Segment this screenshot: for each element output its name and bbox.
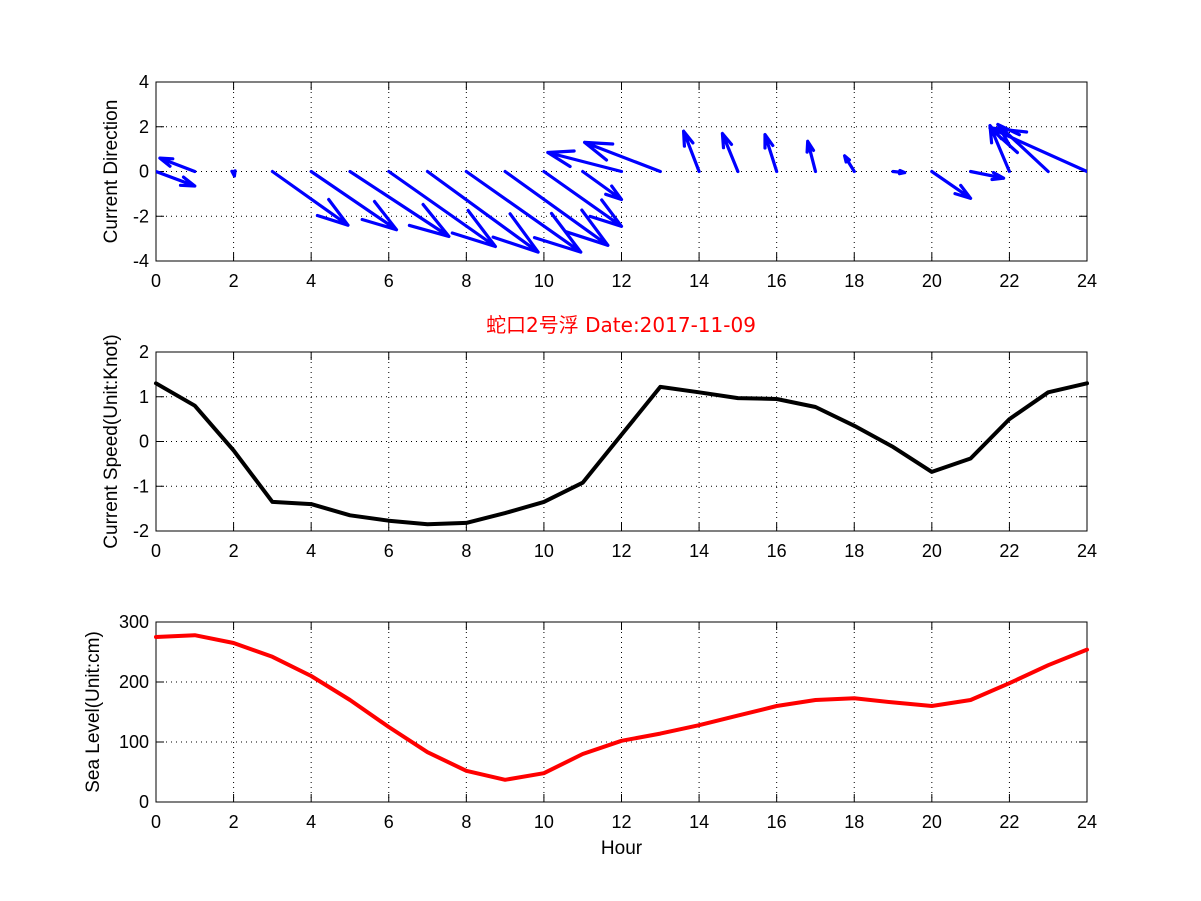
sea-level-ytick-label: 100 [119,732,149,752]
current-speed-ytick-label: -1 [133,476,149,496]
current-direction-xtick-label: 6 [384,271,394,291]
current-direction-ytick-label: 4 [139,72,149,92]
current-direction-arrow [581,169,624,202]
current-speed-xtick-label: 8 [461,541,471,561]
current-direction-ytick-label: -2 [133,206,149,226]
current-speed-xtick-label: 20 [922,541,942,561]
sea-level-xtick-label: 12 [611,812,631,832]
current-speed-xtick-label: 4 [306,541,316,561]
current-direction-arrow [682,129,701,174]
current-direction-arrows [156,122,1087,254]
current-speed-ytick-label: 1 [139,387,149,407]
current-speed-xtick-label: 22 [999,541,1019,561]
current-direction-arrow [156,169,197,188]
current-direction-arrow [546,149,624,174]
current-direction-arrow [891,168,907,176]
current-direction-arrow [930,169,973,200]
current-direction-arrow [583,140,662,174]
current-direction-arrow [348,169,451,238]
current-direction-xtick-label: 22 [999,271,1019,291]
sea-level-xtick-label: 0 [151,812,161,832]
sea-level-xtick-label: 16 [767,812,787,832]
current-direction-arrow [988,126,1087,174]
current-direction-xtick-label: 2 [229,271,239,291]
sea-level-xtick-label: 22 [999,812,1019,832]
current-direction-arrow [763,133,779,174]
current-speed-xtick-label: 18 [844,541,864,561]
current-speed-xtick-label: 14 [689,541,709,561]
current-direction-xtick-label: 10 [534,271,554,291]
current-direction-arrow [309,169,399,232]
current-direction-arrow [843,154,856,174]
current-direction-arrow [270,169,350,227]
sea-level-xtick-label: 24 [1077,812,1097,832]
current-direction-arrow [542,169,624,228]
current-direction-arrow [720,131,740,174]
sea-level-xtick-label: 10 [534,812,554,832]
sea-level-xtick-label: 14 [689,812,709,832]
current-direction-arrow [230,169,237,178]
current-direction-arrow [464,169,583,254]
sea-level-series-line [154,633,1089,782]
current-direction-xtick-label: 12 [611,271,631,291]
sea-level-xtick-label: 6 [384,812,394,832]
current-direction-ytick-label: -4 [133,251,149,271]
current-speed-xtick-label: 6 [384,541,394,561]
current-direction-xtick-label: 18 [844,271,864,291]
current-speed-ytick-label: 0 [139,432,149,452]
current-direction-xtick-label: 16 [767,271,787,291]
current-direction-arrow [805,139,818,174]
current-direction-arrow [503,169,610,247]
sea-level-xtick-label: 2 [229,812,239,832]
current-speed-xtick-label: 16 [767,541,787,561]
sea-level-xlabel: Hour [601,838,643,859]
current-direction-arrow [387,169,497,249]
sea-level-ytick-label: 300 [119,612,149,632]
sea-level-xtick-label: 8 [461,812,471,832]
current-direction-ytick-label: 0 [139,162,149,182]
current-speed-ytick-label: -2 [133,521,149,541]
sea-level-ytick-label: 0 [139,792,149,812]
current-speed-series-line [154,381,1089,527]
current-direction-ytick-label: 2 [139,117,149,137]
current-direction-arrow [158,156,197,174]
current-speed-ylabel: Current Speed(Unit:Knot) [101,334,122,548]
current-speed-xtick-label: 12 [611,541,631,561]
current-speed-xtick-label: 24 [1077,541,1097,561]
current-speed-xtick-label: 0 [151,541,161,561]
current-direction-xtick-label: 0 [151,271,161,291]
current-speed-ytick-label: 2 [139,342,149,362]
current-direction-xtick-label: 4 [306,271,316,291]
current-direction-xtick-label: 14 [689,271,709,291]
sea-level-ylabel: Sea Level(Unit:cm) [83,631,104,793]
current-direction-arrow [425,169,540,254]
current-direction-xtick-label: 24 [1077,271,1097,291]
sea-level-xtick-label: 20 [922,812,942,832]
current-direction-xtick-label: 8 [461,271,471,291]
current-direction-arrow [969,169,1006,182]
current-direction-xtick-label: 20 [922,271,942,291]
current-speed-xtick-label: 10 [534,541,554,561]
current-direction-ylabel: Current Direction [101,100,122,244]
sea-level-xtick-label: 18 [844,812,864,832]
sea-level-xtick-label: 4 [306,812,316,832]
sea-level-ytick-label: 200 [119,672,149,692]
current-speed-xtick-label: 2 [229,541,239,561]
chart-title: 蛇口2号浮 Date:2017-11-09 [486,313,756,337]
